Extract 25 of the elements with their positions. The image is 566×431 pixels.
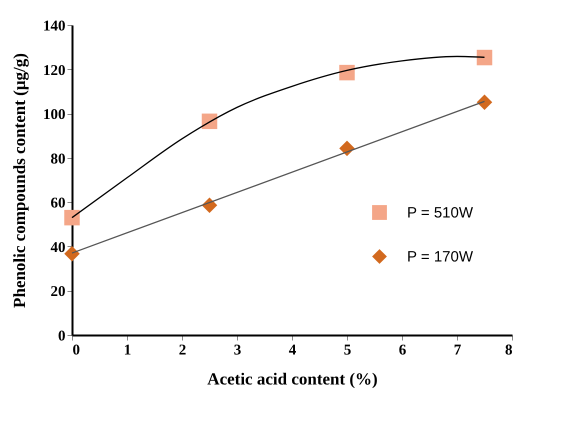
x-tick-label: 5 [344,342,352,358]
point [64,246,80,262]
legend-label: P = 170W [407,248,474,266]
x-tick-label: 3 [234,342,242,358]
x-tick-label: 8 [505,342,512,358]
y-tick-label: 100 [43,107,66,124]
x-tick-label: 1 [124,342,132,358]
x-tick-label: 4 [288,342,297,358]
y-tick-label: 120 [43,62,66,79]
y-axis-title: Phenolic compounds content (µg/g) [10,53,29,308]
x-tick-label: 6 [398,342,407,358]
y-tick-label: 40 [50,240,66,256]
x-tick-label: 7 [454,342,462,358]
x-tick-label: 2 [178,342,186,358]
y-tick-label: 0 [58,328,66,344]
y-tick-label: 60 [50,196,66,212]
point [64,210,80,226]
point [476,50,492,66]
legend-label: P = 510W [407,204,474,222]
y-tick-label: 20 [50,284,66,300]
point [476,94,492,110]
y-tick-label: 80 [50,151,66,168]
y-tick-label: 140 [43,18,66,34]
x-axis-title: Acetic acid content (%) [207,370,378,388]
x-tick-label: 0 [72,342,80,358]
